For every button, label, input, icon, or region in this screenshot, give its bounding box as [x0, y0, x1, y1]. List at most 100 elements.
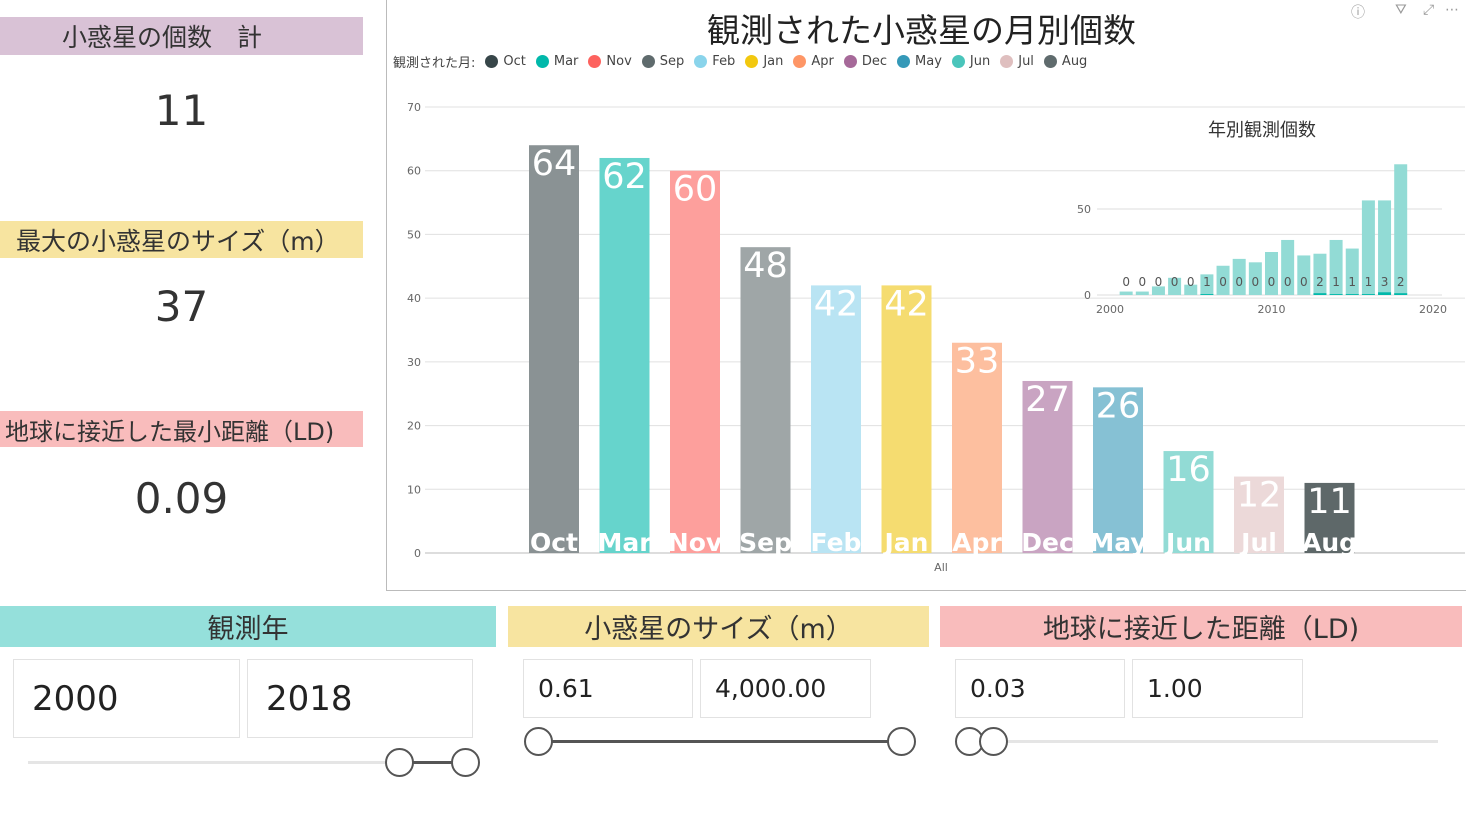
x-category-label: Oct [530, 528, 578, 557]
main-plot: 01020304050607064Oct62Mar60Nov48Sep42Feb… [407, 101, 1465, 574]
year-slider-min-handle[interactable] [385, 748, 414, 777]
y-tick-label: 20 [407, 420, 421, 433]
inset-x-tick: 2020 [1419, 303, 1447, 316]
legend-label: Nov [606, 54, 632, 69]
inset-y-tick: 0 [1084, 289, 1091, 302]
data-label: 42 [884, 284, 929, 324]
inset-bar-highlighted [1361, 294, 1375, 295]
data-label: 64 [532, 144, 577, 184]
bar-jun [1163, 451, 1214, 553]
bar-jan [881, 285, 932, 553]
x-category-label: Aug [1302, 528, 1357, 557]
inset-data-label: 0 [1300, 275, 1308, 289]
help-icon[interactable]: ⓘ [1351, 5, 1365, 21]
year-min-input[interactable]: 2000 [13, 659, 240, 738]
inset-data-label: 1 [1365, 275, 1373, 289]
bar-dec [1022, 380, 1073, 553]
legend-item-sep[interactable]: Sep [641, 54, 684, 69]
inset-data-label: 0 [1171, 275, 1179, 289]
size-slider-max-handle[interactable] [887, 727, 916, 756]
size-slider-track[interactable] [538, 740, 902, 743]
legend-item-aug[interactable]: Aug [1043, 54, 1088, 69]
distance-slider-max-handle[interactable] [979, 727, 1008, 756]
bar-mar [599, 157, 650, 553]
inset-x-tick: 2010 [1258, 303, 1286, 316]
more-options-icon[interactable]: ⋯ [1445, 2, 1459, 18]
x-category-label: Jul [1239, 528, 1277, 557]
legend-item-mar[interactable]: Mar [535, 54, 578, 69]
distance-min-input[interactable]: 0.03 [955, 659, 1125, 718]
card-min-distance-value: 0.09 [134, 474, 229, 523]
inset-bar-total [1184, 284, 1198, 295]
x-category-label: Feb [811, 528, 862, 557]
bar-nov [670, 170, 720, 553]
legend-item-feb[interactable]: Feb [694, 54, 735, 69]
legend-item-may[interactable]: May [897, 54, 942, 69]
legend-label: Aug [1061, 54, 1088, 69]
slicer-size-title: 小惑星のサイズ（m） [508, 606, 929, 647]
legend-label: Feb [712, 54, 736, 69]
legend-dot [588, 55, 602, 68]
inset-data-label: 0 [1187, 275, 1195, 289]
bar-may [1093, 387, 1143, 553]
legend-item-dec[interactable]: Dec [843, 54, 888, 69]
x-category-label: Nov [668, 528, 722, 557]
legend-dot [1000, 55, 1014, 68]
inset-bar-total [1248, 262, 1262, 295]
legend-item-oct[interactable]: Oct [485, 54, 526, 69]
inset-bar-total [1378, 200, 1392, 295]
legend-label: Dec [861, 54, 888, 69]
inset-data-label: 0 [1284, 275, 1292, 289]
legend-item-jun[interactable]: Jun [951, 54, 990, 69]
y-tick-label: 70 [407, 101, 421, 114]
size-max-input[interactable]: 4,000.00 [700, 659, 871, 718]
inset-data-label: 0 [1122, 275, 1130, 289]
legend-label: Jul [1018, 54, 1034, 69]
inset-x-tick: 2000 [1096, 303, 1124, 316]
inset-bar-total [1361, 200, 1375, 295]
distance-slider-track[interactable] [969, 740, 1438, 743]
legend-item-apr[interactable]: Apr [793, 54, 834, 69]
inset-data-label: 0 [1268, 275, 1276, 289]
x-category-label: Dec [1021, 528, 1074, 557]
x-category-label: May [1089, 528, 1146, 557]
legend-item-jan[interactable]: Jan [745, 54, 783, 69]
legend-item-nov[interactable]: Nov [588, 54, 632, 69]
inset-bar-total [1119, 291, 1133, 295]
data-label: 33 [955, 342, 1000, 382]
size-slider-min-handle[interactable] [524, 727, 553, 756]
inset-data-label: 2 [1397, 275, 1405, 289]
y-tick-label: 30 [407, 356, 421, 369]
inset-bar-total [1329, 239, 1343, 295]
bar-oct [529, 145, 579, 553]
data-label: 60 [673, 170, 718, 210]
legend-dot [694, 55, 708, 68]
inset-data-label: 0 [1138, 275, 1146, 289]
year-slider-max-handle[interactable] [451, 748, 480, 777]
legend-label: Oct [503, 54, 526, 69]
inset-data-label: 0 [1252, 275, 1260, 289]
card-max-size-value: 37 [154, 282, 209, 331]
size-min-input[interactable]: 0.61 [523, 659, 693, 718]
inset-bar-total [1200, 274, 1214, 295]
distance-max-input[interactable]: 1.00 [1132, 659, 1303, 718]
inset-bar-total [1216, 265, 1230, 295]
filter-icon[interactable]: ⛛ [1395, 2, 1407, 18]
legend-label: Apr [811, 54, 834, 69]
data-label: 42 [814, 284, 859, 324]
monthly-chart[interactable]: 観測された小惑星の月別個数 ⓘ ⛛ ⤢ ⋯ 観測された月: Oct Mar Nov S… [386, 0, 1466, 591]
bar-apr [952, 342, 1002, 553]
inset-data-label: 1 [1348, 275, 1356, 289]
inset-data-label: 3 [1381, 275, 1389, 289]
year-slider-track[interactable] [28, 761, 478, 764]
x-category-label: Mar [597, 528, 652, 557]
inset-bar-total [1168, 277, 1182, 295]
inset-bar-total [1313, 253, 1327, 295]
focus-mode-icon[interactable]: ⤢ [1423, 2, 1435, 18]
inset-bar-total [1135, 291, 1149, 295]
data-label: 48 [743, 246, 788, 286]
legend-item-jul[interactable]: Jul [1000, 54, 1034, 69]
year-max-input[interactable]: 2018 [247, 659, 473, 738]
inset-bar-highlighted [1394, 293, 1408, 295]
legend-dot [1043, 55, 1057, 68]
